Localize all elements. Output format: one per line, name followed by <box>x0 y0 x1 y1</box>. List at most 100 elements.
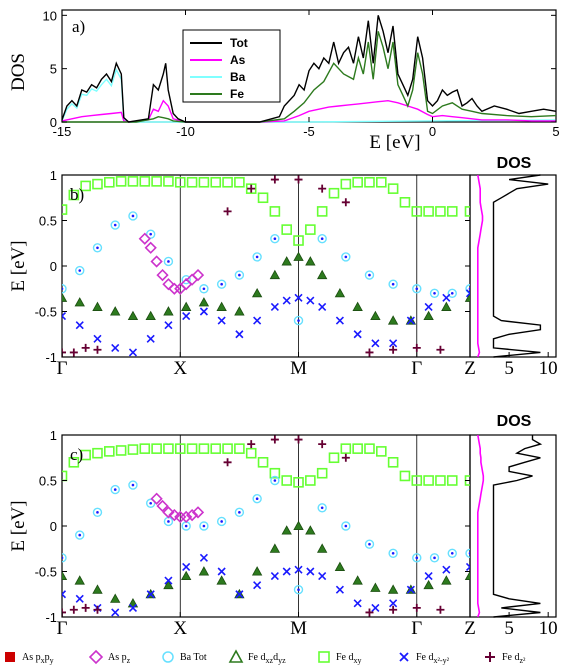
band-point-dot <box>96 511 99 514</box>
band-point <box>234 507 245 518</box>
band-point <box>318 571 327 581</box>
band-point <box>294 293 303 302</box>
band-point <box>293 251 304 261</box>
legend-marker <box>318 651 330 663</box>
band-point <box>81 343 90 352</box>
band-point <box>353 330 362 339</box>
band-point <box>216 516 227 527</box>
band-point <box>62 311 67 321</box>
band-point <box>305 525 316 535</box>
band-point <box>423 310 434 321</box>
band-point-dot <box>113 488 117 491</box>
band-point <box>145 229 156 239</box>
band-point <box>412 284 422 294</box>
legend-label: Ba Tot <box>180 652 207 663</box>
band-point <box>316 206 328 217</box>
kpoint-label: Γ <box>411 618 422 639</box>
band-point <box>387 584 399 594</box>
band-point-dot <box>167 260 170 263</box>
band-point <box>69 348 78 357</box>
legend-label-as: As <box>230 53 246 67</box>
band-point <box>146 334 155 343</box>
band-point-dot <box>149 501 152 505</box>
band-point-dot <box>344 255 348 259</box>
band-point <box>93 605 102 614</box>
band-point <box>210 443 222 454</box>
x-tick-label: -15 <box>53 124 72 139</box>
band-point <box>191 506 205 519</box>
band-point <box>282 296 291 305</box>
band-point <box>247 440 256 449</box>
band-point <box>181 274 191 285</box>
legend-marker <box>485 652 495 662</box>
band-point <box>199 284 209 294</box>
band-point <box>293 520 304 530</box>
panel-c-dos-curve <box>476 434 543 618</box>
dos-x-tick-label: 10 <box>539 618 558 639</box>
band-point <box>447 288 457 298</box>
band-point <box>217 316 226 325</box>
panel-c-ticks: -1 -0.5 0 0.5 1 Γ X M Γ Z 5 10 <box>35 428 558 639</box>
band-point <box>270 571 279 581</box>
band-point <box>328 187 340 199</box>
band-point <box>80 449 91 461</box>
band-point <box>270 302 279 312</box>
legend-label: Fe dx²-y² <box>416 652 450 665</box>
band-point <box>399 470 411 482</box>
band-point <box>75 594 84 603</box>
band-point <box>127 176 139 187</box>
band-point <box>293 235 304 246</box>
band-point <box>364 176 375 188</box>
band-point <box>435 475 446 486</box>
band-point-dot <box>149 232 152 236</box>
band-point <box>162 506 175 519</box>
panel-b-dos-frame <box>469 174 557 358</box>
band-point-dot <box>255 497 259 501</box>
band-point <box>180 570 192 581</box>
kpoint-label: X <box>173 358 187 379</box>
band-point <box>80 180 91 192</box>
band-point <box>62 470 68 482</box>
band-point <box>74 575 85 585</box>
band-point <box>406 316 415 325</box>
legend-marker <box>5 652 15 662</box>
band-point <box>110 593 121 603</box>
band-point <box>199 307 208 316</box>
band-point-dot <box>415 287 419 291</box>
band-point <box>293 585 304 595</box>
band-point-dot <box>468 552 470 555</box>
band-point <box>465 562 470 572</box>
band-point <box>74 297 85 307</box>
band-point <box>318 302 327 312</box>
band-point <box>245 447 257 459</box>
band-point <box>371 603 380 612</box>
band-point <box>294 565 303 574</box>
band-point <box>442 293 451 302</box>
band-point <box>62 348 66 357</box>
panel-a-label: a) <box>72 17 85 36</box>
dos-as-line <box>476 174 484 358</box>
band-point <box>389 339 398 348</box>
band-point <box>388 279 398 289</box>
band-point <box>151 443 162 454</box>
band-point <box>365 348 374 357</box>
panel-a-ylabel: DOS <box>8 53 29 91</box>
band-point-dot <box>131 483 135 487</box>
dos-x-tick-label: 5 <box>504 358 514 379</box>
band-point-dot <box>344 524 348 528</box>
band-point <box>111 608 120 617</box>
dos-panel-a: -15 -10 -5 0 5 0 5 10 a) DOS E [eV] Tot As Ba Fe <box>8 8 560 153</box>
band-point <box>127 444 139 455</box>
band-point <box>412 553 422 563</box>
panel-b-series <box>62 175 470 357</box>
band-point <box>164 576 173 585</box>
band-point <box>93 345 102 354</box>
legend-item-fe_dx2y2: Fe dx²-y² <box>399 652 450 665</box>
y-tick-label: 0.5 <box>39 214 57 229</box>
band-point-dot <box>202 524 206 528</box>
band-point <box>465 284 470 294</box>
band-point <box>364 539 375 549</box>
band-point <box>281 256 292 266</box>
band-point <box>257 192 269 204</box>
band-point <box>146 590 155 599</box>
